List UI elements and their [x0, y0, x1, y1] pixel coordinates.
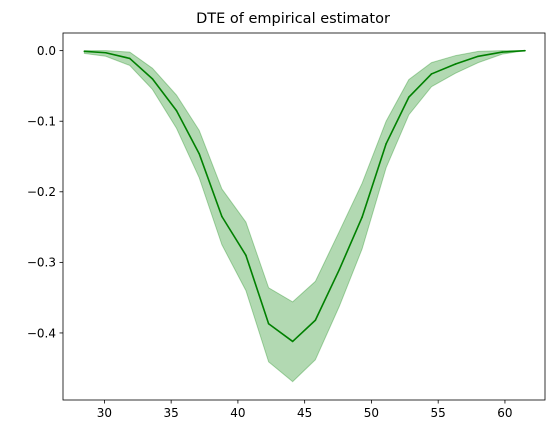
confidence-band-layer	[83, 50, 526, 383]
chart-title: DTE of empirical estimator	[196, 11, 390, 27]
confidence-band-0	[83, 50, 526, 383]
data-point	[314, 319, 317, 322]
data-point	[221, 215, 223, 218]
data-point	[104, 51, 107, 54]
series-line-0	[84, 49, 526, 343]
y-axis: 0.0 −0.1 −0.2 −0.3 −0.4	[27, 44, 63, 340]
y-tick-label: −0.2	[27, 185, 56, 199]
data-point	[501, 51, 504, 53]
y-tick-label: −0.1	[27, 115, 56, 129]
data-point	[454, 63, 457, 65]
data-point	[198, 152, 200, 155]
data-point	[83, 50, 86, 53]
data-point	[338, 268, 341, 271]
x-tick-label: 45	[297, 406, 312, 420]
x-tick-label: 50	[364, 406, 379, 420]
line-layer	[83, 49, 526, 343]
data-point	[291, 340, 294, 343]
y-tick-label: −0.4	[27, 326, 56, 340]
data-point	[151, 78, 154, 80]
data-point	[361, 216, 363, 219]
plot-area-frame	[62, 32, 546, 401]
x-tick-label: 55	[431, 406, 446, 420]
x-tick-label: 35	[164, 406, 179, 420]
data-point	[128, 57, 131, 60]
data-point	[430, 73, 433, 75]
x-tick-label: 40	[230, 406, 245, 420]
data-point	[524, 49, 526, 52]
data-point	[245, 254, 247, 257]
x-tick-label: 30	[97, 406, 112, 420]
data-point	[385, 143, 387, 145]
x-axis: 30 35 40 45 50 55 60	[97, 400, 513, 420]
x-tick-label: 60	[497, 406, 512, 420]
y-tick-label: 0.0	[37, 44, 56, 58]
data-point	[175, 109, 178, 112]
data-point	[408, 96, 410, 99]
y-tick-label: −0.3	[27, 256, 56, 270]
data-point	[477, 55, 480, 58]
data-point	[267, 322, 270, 325]
